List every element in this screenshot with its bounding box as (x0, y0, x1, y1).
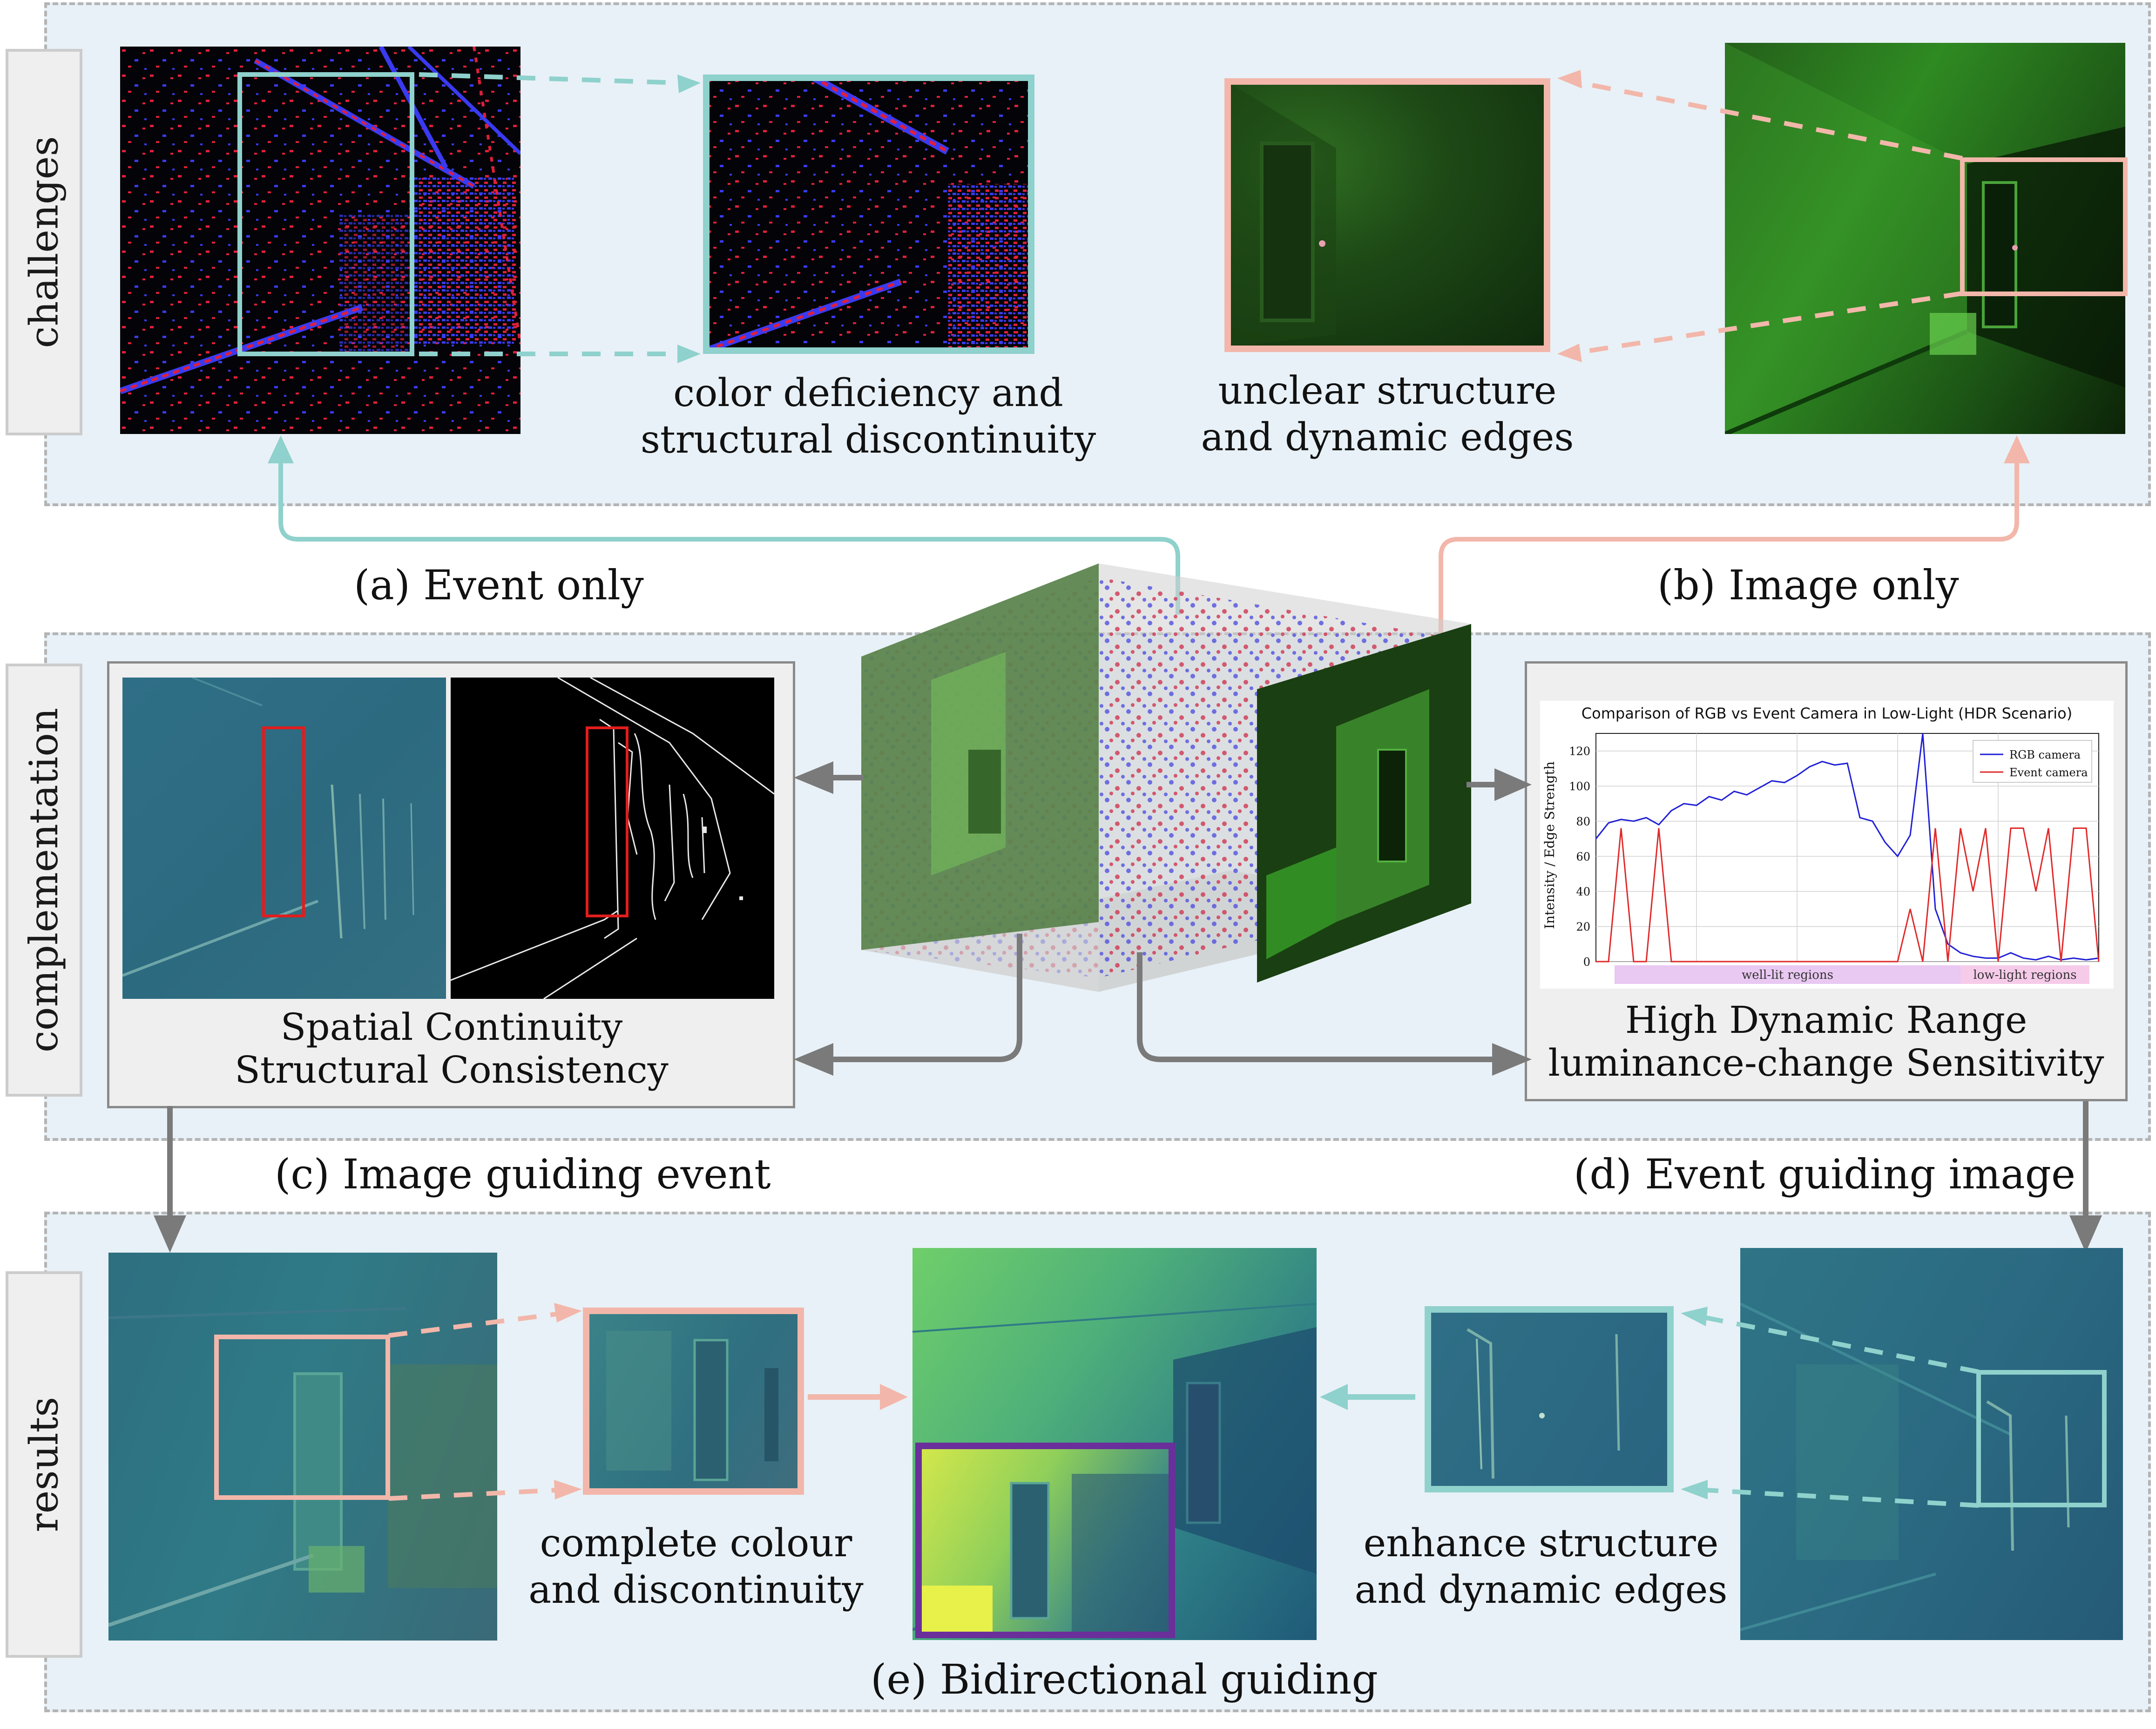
row-label-results: results (6, 1271, 82, 1658)
caption-event-only: (a) Event only (354, 561, 644, 609)
event-image-cube (861, 563, 1471, 992)
chart-series-0 (1595, 733, 2099, 961)
result-image-guided-event (108, 1253, 497, 1641)
chart-series-1 (1596, 827, 2100, 963)
panel-c-note-line2: Structural Consistency (235, 1048, 669, 1092)
canny-red-box (586, 726, 629, 917)
result-right-note-line2: and dynamic edges (1354, 1568, 1728, 1612)
result-right-note: enhance structure and dynamic edges (1345, 1520, 1737, 1614)
event-only-note-line2: structural discontinuity (640, 418, 1096, 462)
result-right-crop-box (1976, 1370, 2107, 1507)
image-only-note-line2: and dynamic edges (1201, 415, 1574, 460)
result-left-note-line1: complete colour (540, 1521, 852, 1566)
event-only-note: color deficiency and structural disconti… (624, 370, 1113, 463)
event-only-note-line1: color deficiency and (673, 371, 1063, 415)
chart-region-low-light-label: low-light regions (1973, 968, 2076, 982)
event-crop-box (237, 72, 414, 356)
panel-c-note: Spatial Continuity Structural Consistenc… (121, 1006, 782, 1092)
event-zoom-frame (703, 75, 1034, 354)
chart-ytick-label: 0 (1583, 956, 1590, 969)
image-crop-box (1960, 157, 2128, 296)
caption-event-guiding-image: (d) Event guiding image (1574, 1150, 2076, 1198)
chart-legend-label-1: Event camera (2009, 766, 2088, 779)
panel-d-note-line2: luminance-change Sensitivity (1548, 1041, 2104, 1085)
result-right-zoom-image (1430, 1311, 1669, 1488)
chart-ylabel: Intensity / Edge Strength (1542, 761, 1557, 929)
image-zoom-frame (1224, 78, 1550, 352)
row-label-challenges: challenges (6, 49, 82, 435)
chart-region-well-lit-label: well-lit regions (1742, 968, 1833, 982)
chart-ytick-label: 40 (1576, 885, 1590, 898)
bidirectional-zoom-inset (918, 1446, 1169, 1634)
chart-region-low-light (1960, 965, 2089, 984)
edge-map-red-box (262, 726, 305, 917)
result-left-zoom-image (588, 1312, 799, 1490)
result-left-note-line2: and discontinuity (528, 1568, 864, 1612)
image-only-note: unclear structure and dynamic edges (1155, 368, 1620, 461)
panel-c-note-line1: Spatial Continuity (280, 1005, 623, 1049)
result-left-note: complete colour and discontinuity (503, 1520, 889, 1614)
image-only-note-line1: unclear structure (1218, 369, 1557, 413)
chart-ytick-label: 100 (1569, 780, 1590, 793)
chart-ytick-label: 120 (1569, 745, 1590, 758)
panel-d-note: High Dynamic Range luminance-change Sens… (1532, 999, 2121, 1085)
chart-ytick-label: 80 (1576, 815, 1590, 828)
chart-ytick-label: 60 (1576, 850, 1590, 863)
caption-image-guiding-event: (c) Image guiding event (275, 1150, 771, 1198)
caption-bidirectional: (e) Bidirectional guiding (871, 1655, 1378, 1703)
challenges-connectors (268, 70, 2030, 633)
result-right-zoom-frame (1425, 1306, 1674, 1492)
chart-region-well-lit (1615, 965, 1960, 984)
result-left-zoom-frame (583, 1308, 804, 1495)
hdr-chart: Comparison of RGB vs Event Camera in Low… (1540, 701, 2114, 989)
bidirectional-zoom-frame (915, 1443, 1175, 1638)
result-left-crop-box (214, 1335, 390, 1500)
rgb-frame-image (1725, 43, 2125, 434)
chart-ytick-label: 20 (1576, 921, 1590, 934)
chart-title: Comparison of RGB vs Event Camera in Low… (1582, 705, 2072, 722)
panel-d-note-line1: High Dynamic Range (1625, 998, 2028, 1042)
chart-legend-label-0: RGB camera (2009, 748, 2081, 761)
result-right-note-line1: enhance structure (1363, 1521, 1719, 1566)
canny-edge-image (451, 678, 774, 999)
row-label-complementation: complementation (6, 664, 82, 1097)
image-zoom-image (1229, 83, 1546, 347)
event-edge-map-image (122, 678, 446, 999)
event-zoom-image (705, 77, 1031, 351)
caption-image-only: (b) Image only (1657, 561, 1959, 609)
event-frame-image (120, 47, 520, 434)
chart-legend (1973, 740, 2092, 783)
